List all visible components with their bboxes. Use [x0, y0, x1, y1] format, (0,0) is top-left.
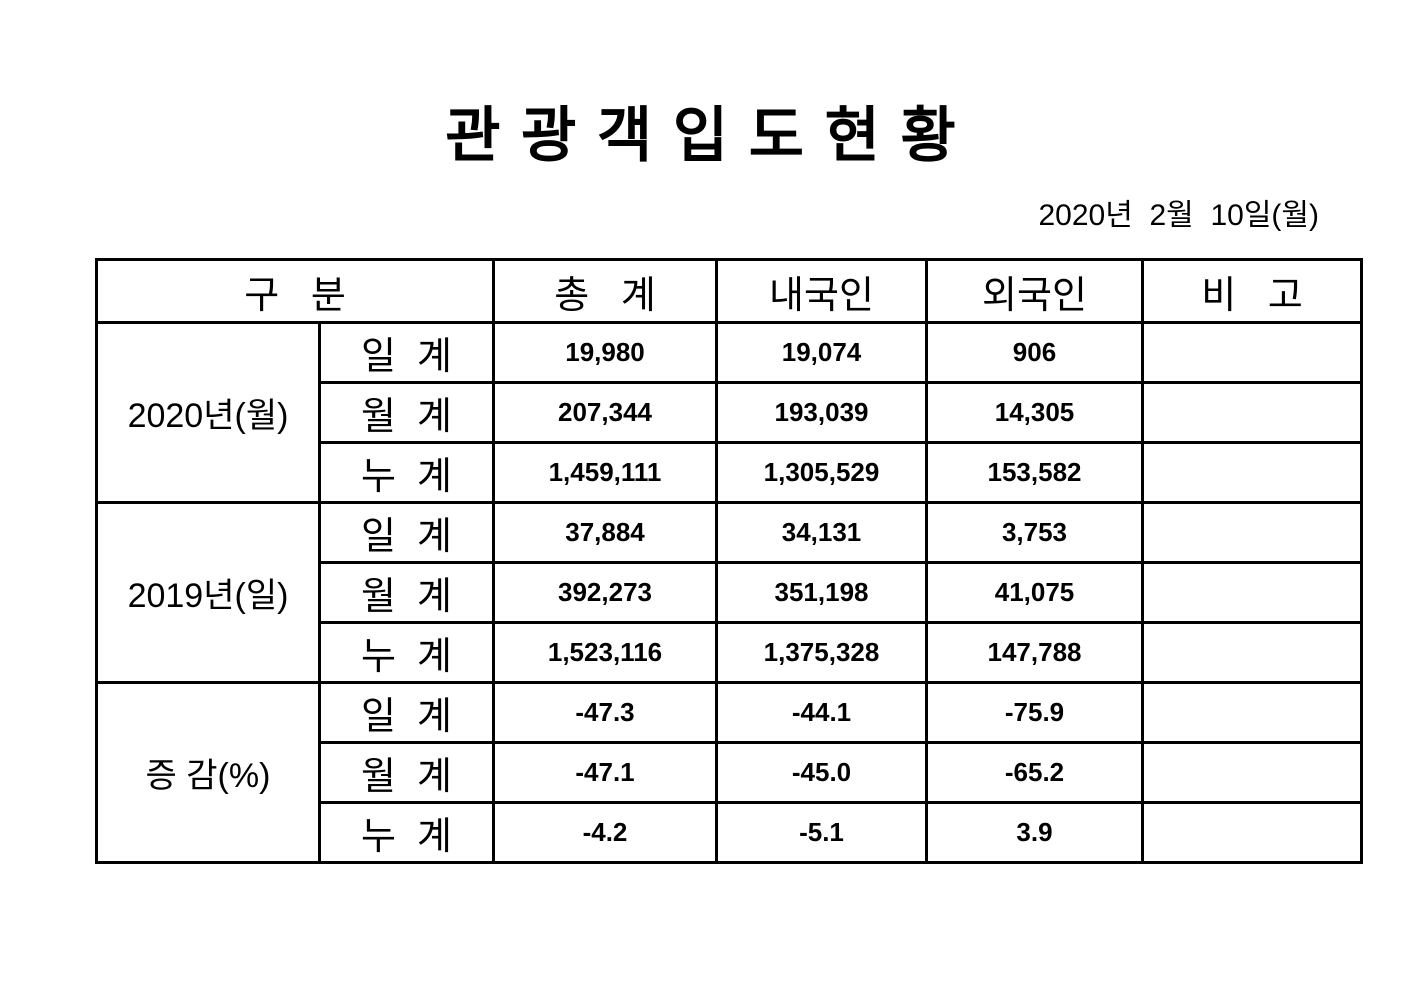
value-domestic: -45.0: [715, 741, 928, 804]
remarks-cell: [1141, 321, 1363, 384]
value-domestic: 34,131: [715, 501, 928, 564]
table-row: 2020년(월) 일 계 19,980 19,074 906: [95, 321, 1363, 504]
value-total: 1,523,116: [492, 621, 718, 684]
value-foreign: 14,305: [925, 381, 1144, 444]
value-total: 19,980: [492, 321, 718, 384]
value-domestic: 19,074: [715, 321, 928, 384]
remarks-cell: [1141, 621, 1363, 684]
year-group-label-change: 증 감(%): [95, 681, 321, 864]
row-label-daily: 일 계: [318, 681, 495, 744]
value-foreign: 906: [925, 321, 1144, 384]
col-header-total: 총 계: [492, 258, 718, 324]
remarks-cell: [1141, 381, 1363, 444]
row-label-cumulative: 누 계: [318, 621, 495, 684]
value-foreign: 147,788: [925, 621, 1144, 684]
value-total: 392,273: [492, 561, 718, 624]
table-row: 2019년(일) 일 계 37,884 34,131 3,753: [95, 501, 1363, 684]
remarks-cell: [1141, 441, 1363, 504]
value-foreign: 153,582: [925, 441, 1144, 504]
table-row: 누 계 -4.2 -5.1 3.9: [97, 801, 1363, 864]
value-foreign: 3.9: [925, 801, 1144, 864]
remarks-cell: [1141, 801, 1363, 864]
value-domestic: 1,305,529: [715, 441, 928, 504]
value-domestic: -5.1: [715, 801, 928, 864]
header-row: 구 분 총 계 내국인 외국인 비 고: [95, 258, 1363, 324]
row-label-cumulative: 누 계: [318, 441, 495, 504]
row-label-cumulative: 누 계: [318, 801, 495, 864]
value-total: -47.1: [492, 741, 718, 804]
value-total: -47.3: [492, 681, 718, 744]
table-row: 월 계 392,273 351,198 41,075: [97, 561, 1363, 624]
col-header-domestic: 내국인: [715, 258, 928, 324]
remarks-cell: [1141, 741, 1363, 804]
table-row: 월 계 -47.1 -45.0 -65.2: [97, 741, 1363, 804]
remarks-cell: [1141, 501, 1363, 564]
table-row: 증 감(%) 일 계 -47.3 -44.1 -75.9: [95, 681, 1363, 864]
table-row: 월 계 207,344 193,039 14,305: [97, 381, 1363, 444]
value-total: 207,344: [492, 381, 718, 444]
value-total: 37,884: [492, 501, 718, 564]
row-label-monthly: 월 계: [318, 381, 495, 444]
table-row: 누 계 1,523,116 1,375,328 147,788: [97, 621, 1363, 684]
value-domestic: -44.1: [715, 681, 928, 744]
page-title: 관 광 객 입 도 현 황: [445, 102, 958, 169]
value-foreign: -65.2: [925, 741, 1144, 804]
col-header-category: 구 분: [95, 258, 495, 324]
value-total: -4.2: [492, 801, 718, 864]
row-label-daily: 일 계: [318, 321, 495, 384]
remarks-cell: [1141, 561, 1363, 624]
value-foreign: 3,753: [925, 501, 1144, 564]
value-domestic: 351,198: [715, 561, 928, 624]
value-domestic: 193,039: [715, 381, 928, 444]
tourist-arrival-table: 구 분 총 계 내국인 외국인 비 고 2020년(월) 일 계 19,980 …: [95, 258, 1363, 864]
col-header-foreign: 외국인: [925, 258, 1144, 324]
row-label-monthly: 월 계: [318, 561, 495, 624]
value-foreign: -75.9: [925, 681, 1144, 744]
value-domestic: 1,375,328: [715, 621, 928, 684]
table-row: 누 계 1,459,111 1,305,529 153,582: [97, 441, 1363, 504]
year-group-label-2020: 2020년(월): [95, 321, 321, 504]
row-label-daily: 일 계: [318, 501, 495, 564]
value-total: 1,459,111: [492, 441, 718, 504]
remarks-cell: [1141, 681, 1363, 744]
col-header-remarks: 비 고: [1141, 258, 1363, 324]
value-foreign: 41,075: [925, 561, 1144, 624]
report-date: 2020년 2월 10일(월): [1038, 199, 1319, 232]
row-label-monthly: 월 계: [318, 741, 495, 804]
year-group-label-2019: 2019년(일): [95, 501, 321, 684]
